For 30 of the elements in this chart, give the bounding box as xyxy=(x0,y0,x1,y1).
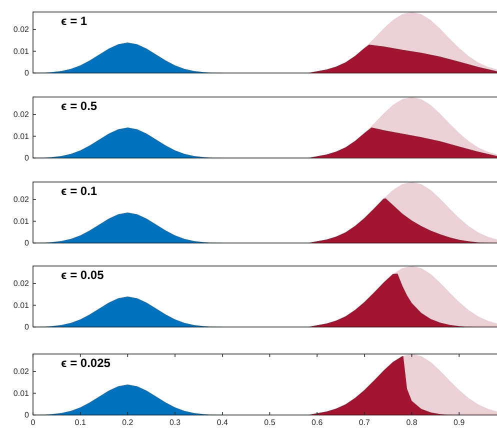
x-tick-label: 0.8 xyxy=(406,418,418,427)
x-tick-label: 0.6 xyxy=(312,418,324,427)
y-tick-label: 0.02 xyxy=(13,24,30,34)
y-tick-label: 0 xyxy=(24,238,30,248)
y-tick-label: 0 xyxy=(24,322,30,332)
y-tick-label: 0.01 xyxy=(13,216,30,226)
y-tick-label: 0.01 xyxy=(13,132,30,141)
annotation: ϵ = 0.025 xyxy=(61,356,111,370)
x-tick-label: 0.2 xyxy=(122,418,134,427)
x-tick-label: 0 xyxy=(30,418,36,427)
y-tick-label: 0 xyxy=(24,154,30,163)
annotation: ϵ = 0.1 xyxy=(61,184,98,198)
x-tick-label: 0.9 xyxy=(454,418,466,427)
x-tick-label: 0.4 xyxy=(216,418,228,427)
y-tick-label: 0.01 xyxy=(13,300,30,310)
y-tick-label: 0.02 xyxy=(13,366,30,376)
y-tick-label: 0.01 xyxy=(13,388,30,398)
annotation: ϵ = 0.05 xyxy=(61,268,104,282)
y-tick-label: 0.02 xyxy=(13,110,30,119)
annotation: ϵ = 0.5 xyxy=(61,99,98,113)
x-tick-label: 0.7 xyxy=(358,418,371,427)
y-tick-label: 0.01 xyxy=(13,46,30,56)
x-tick-label: 0.3 xyxy=(169,418,182,427)
x-tick-label: 0.1 xyxy=(74,418,86,427)
y-tick-label: 0.02 xyxy=(13,278,30,288)
y-tick-label: 0 xyxy=(24,410,30,420)
annotation: ϵ = 1 xyxy=(61,14,88,28)
y-tick-label: 0 xyxy=(24,68,30,78)
x-tick-label: 0.5 xyxy=(264,418,276,427)
y-tick-label: 0.02 xyxy=(13,194,30,204)
